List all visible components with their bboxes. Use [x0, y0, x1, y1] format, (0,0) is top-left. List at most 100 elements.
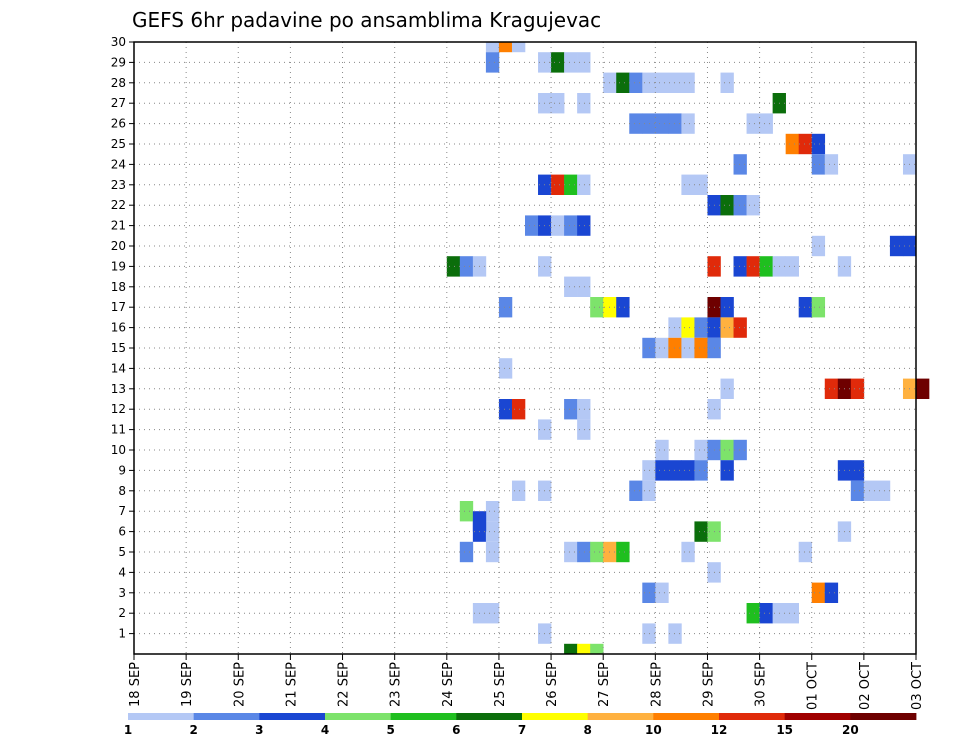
y-tick-label: 2 [118, 606, 126, 620]
x-tick-label: 03 OCT [910, 662, 925, 710]
heatmap-cell [655, 439, 669, 461]
heatmap-cell [498, 358, 513, 379]
heatmap-cell [694, 460, 708, 481]
legend-label: 3 [255, 723, 263, 737]
heatmap-cell [759, 256, 773, 277]
heatmap-cell [655, 113, 669, 134]
heatmap-cell [733, 154, 747, 175]
heatmap-cell [850, 460, 865, 481]
heatmap-cell [733, 195, 747, 216]
heatmap-cell [759, 603, 773, 624]
heatmap-cell [642, 337, 656, 359]
y-tick-label: 22 [111, 198, 126, 212]
x-tick-label: 21 SEP [284, 662, 299, 707]
legend-label: 10 [645, 723, 662, 737]
heatmap-cell [642, 480, 656, 501]
legend-label: 5 [386, 723, 394, 737]
heatmap-cell [577, 419, 591, 440]
heatmap-cell [564, 643, 578, 654]
legend-swatch [653, 713, 720, 720]
heatmap-cell [668, 113, 682, 134]
heatmap-cell [577, 52, 591, 73]
heatmap-cell [746, 603, 760, 624]
y-tick-label: 18 [111, 280, 126, 294]
legend-swatch [390, 713, 457, 720]
y-tick-label: 27 [111, 96, 126, 110]
heatmap-cell [824, 582, 839, 603]
heatmap-cell [551, 215, 565, 236]
heatmap-cell [681, 72, 695, 93]
y-tick-label: 29 [111, 55, 126, 69]
heatmap-cell [824, 154, 839, 175]
heatmap-cell [798, 133, 813, 155]
heatmap-cell [577, 643, 591, 654]
heatmap-cell [629, 72, 643, 93]
heatmap-cell [498, 297, 513, 318]
heatmap-cell [811, 154, 826, 175]
y-axis: 1234567891011121314151617181920212223242… [111, 35, 134, 641]
y-tick-label: 6 [118, 525, 126, 539]
y-tick-label: 13 [111, 382, 126, 396]
heatmap-cell [525, 215, 539, 236]
heatmap-cell [720, 72, 734, 93]
y-tick-label: 7 [118, 504, 126, 518]
heatmap-cell [785, 256, 799, 277]
heatmap-cell [629, 480, 643, 501]
y-tick-label: 15 [111, 341, 126, 355]
y-tick-label: 9 [118, 463, 126, 477]
heatmap-cell [485, 501, 500, 522]
heatmap-cell [577, 399, 591, 420]
x-tick-label: 30 SEP [754, 662, 769, 707]
heatmap-cell [720, 297, 734, 318]
heatmap-cell [498, 42, 513, 53]
y-tick-label: 3 [118, 586, 126, 600]
heatmap-cell [511, 480, 526, 501]
heatmap-cell [694, 174, 708, 195]
heatmap-cell [889, 235, 904, 257]
heatmap-cell [498, 399, 513, 420]
heatmap-cell [655, 72, 669, 93]
legend-label: 7 [518, 723, 526, 737]
legend-label: 20 [842, 723, 859, 737]
heatmap-cell [785, 603, 799, 624]
y-tick-label: 11 [111, 423, 126, 437]
heatmap-cell [485, 42, 500, 53]
heatmap-cell [811, 582, 826, 603]
legend-swatch [587, 713, 654, 720]
legend-swatch [259, 713, 326, 720]
heatmap-cell [551, 174, 565, 195]
heatmap-cell [681, 174, 695, 195]
heatmap-cell [824, 378, 839, 399]
x-tick-label: 22 SEP [337, 662, 352, 707]
grid-lines [134, 41, 916, 654]
y-tick-label: 1 [118, 627, 126, 641]
heatmap-cell [681, 460, 695, 481]
heatmap-cell [446, 256, 461, 277]
heatmap-cell [485, 52, 500, 73]
heatmap-cell [720, 378, 734, 399]
heatmap-cell [746, 256, 760, 277]
heatmap-cell [577, 174, 591, 195]
heatmap-cell [681, 113, 695, 134]
heatmap-cell [811, 133, 826, 155]
legend-swatch [456, 713, 523, 720]
y-tick-label: 4 [118, 565, 126, 579]
heatmap-cell [733, 439, 747, 461]
heatmap-cell [564, 215, 578, 236]
heatmap-cell [485, 541, 500, 563]
heatmap-cell [616, 541, 630, 563]
legend-label: 8 [583, 723, 591, 737]
legend-swatch [850, 713, 917, 720]
legend-swatch [193, 713, 260, 720]
heatmap-cell [590, 541, 604, 563]
heatmap-cell [511, 399, 526, 420]
heatmap-cell [551, 93, 565, 114]
y-tick-label: 14 [111, 361, 126, 375]
heatmap-cell [798, 297, 813, 318]
heatmap-cell [876, 480, 891, 501]
heatmap-cell [733, 256, 747, 277]
heatmap-cell [720, 460, 734, 481]
heatmap-cell [694, 439, 708, 461]
legend-label: 4 [321, 723, 329, 737]
